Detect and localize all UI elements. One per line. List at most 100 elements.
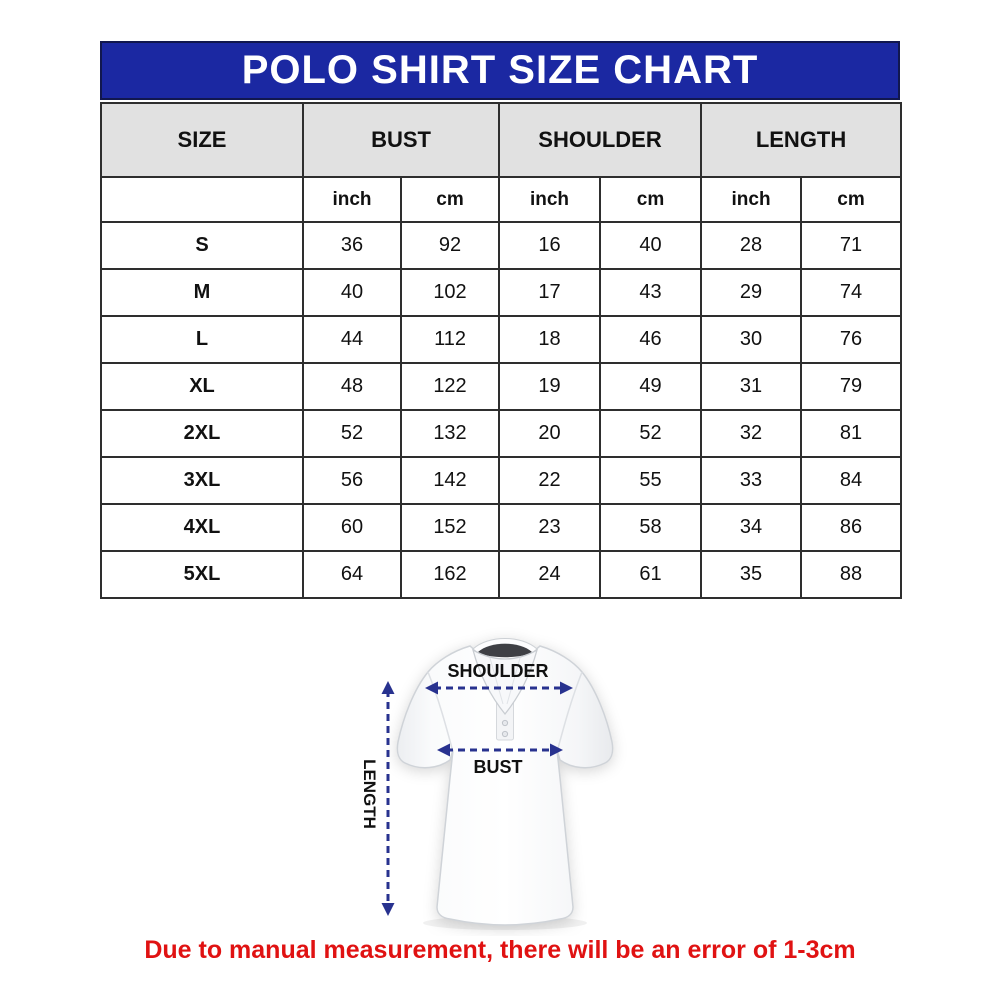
button-icon <box>501 719 509 727</box>
column-header-size: SIZE <box>100 102 304 178</box>
table-row: L 44 112 18 46 30 76 <box>100 315 903 364</box>
measurement-cell: 56 <box>302 456 402 505</box>
neck-opening <box>478 643 532 658</box>
measurement-cell: 22 <box>498 456 602 505</box>
unit-header-shoulder-inch: inch <box>498 176 602 223</box>
measurement-cell: 20 <box>498 409 602 458</box>
polo-shirt-diagram: SHOULDER BUST LENGTH <box>360 638 614 930</box>
measurement-cell: 17 <box>498 268 602 317</box>
measurement-cell: 52 <box>599 409 703 458</box>
bust-arrowhead-left <box>437 743 450 757</box>
measurement-error-note: Due to manual measurement, there will be… <box>144 936 856 964</box>
measurement-cell: 19 <box>498 362 602 411</box>
table-row: S 36 92 16 40 28 71 <box>100 221 903 270</box>
measurement-cell: 36 <box>302 221 402 270</box>
size-label: XL <box>100 362 304 411</box>
shoulder-arrowhead-right <box>560 681 573 695</box>
measurement-cell: 24 <box>498 550 602 599</box>
measurement-cell: 52 <box>302 409 402 458</box>
measurement-cell: 122 <box>399 362 501 411</box>
collar <box>471 648 539 716</box>
length-arrowhead-top <box>381 681 395 694</box>
measurement-cell: 43 <box>599 268 703 317</box>
measurement-cell: 61 <box>599 550 703 599</box>
chart-title: POLO SHIRT SIZE CHART <box>241 48 759 92</box>
measurement-cell: 92 <box>399 221 501 270</box>
measurement-cell: 35 <box>700 550 803 599</box>
measurement-cell: 76 <box>800 315 903 364</box>
unit-header-bust-inch: inch <box>302 176 402 223</box>
measurement-cell: 162 <box>399 550 501 599</box>
measurement-cell: 71 <box>800 221 903 270</box>
measurement-cell: 48 <box>302 362 402 411</box>
button-icon <box>501 730 509 738</box>
measurement-diagram: SHOULDER BUST LENGTH <box>340 626 670 936</box>
column-header-length: LENGTH <box>700 102 903 178</box>
measurement-cell: 16 <box>498 221 602 270</box>
measurement-cell: 112 <box>399 315 501 364</box>
column-group-row: SIZE BUST SHOULDER LENGTH <box>100 102 903 178</box>
measurement-cell: 86 <box>800 503 903 552</box>
measurement-cell: 44 <box>302 315 402 364</box>
measurement-cell: 64 <box>302 550 402 599</box>
measurement-cell: 18 <box>498 315 602 364</box>
column-header-shoulder: SHOULDER <box>498 102 703 178</box>
measurement-cell: 31 <box>700 362 803 411</box>
measurement-cell: 81 <box>800 409 903 458</box>
measurement-cell: 132 <box>399 409 501 458</box>
measurement-cell: 29 <box>700 268 803 317</box>
unit-header-length-cm: cm <box>800 176 903 223</box>
measurement-cell: 33 <box>700 456 803 505</box>
size-label: 5XL <box>100 550 304 599</box>
size-chart: POLO SHIRT SIZE CHART SIZE BUST SHOULDER… <box>100 41 903 599</box>
measurement-cell: 142 <box>399 456 501 505</box>
table-row: 3XL 56 142 22 55 33 84 <box>100 456 903 505</box>
chart-title-bar: POLO SHIRT SIZE CHART <box>100 41 900 100</box>
measurement-cell: 152 <box>399 503 501 552</box>
size-label: S <box>100 221 304 270</box>
measurement-cell: 40 <box>302 268 402 317</box>
measurement-cell: 23 <box>498 503 602 552</box>
right-sleeve-seam <box>556 671 583 753</box>
measurement-cell: 102 <box>399 268 501 317</box>
size-label: M <box>100 268 304 317</box>
bust-label: BUST <box>474 757 523 777</box>
bust-arrowhead-right <box>550 743 563 757</box>
table-row: 4XL 60 152 23 58 34 86 <box>100 503 903 552</box>
measurement-cell: 40 <box>599 221 703 270</box>
measurement-cell: 32 <box>700 409 803 458</box>
measurement-cell: 74 <box>800 268 903 317</box>
unit-header-bust-cm: cm <box>399 176 501 223</box>
measurement-arrows <box>381 681 573 916</box>
measurement-cell: 60 <box>302 503 402 552</box>
unit-header-row: inch cm inch cm inch cm <box>100 176 903 223</box>
size-label: L <box>100 315 304 364</box>
collar-fold-line <box>489 657 521 705</box>
measurement-cell: 34 <box>700 503 803 552</box>
measurement-cell: 79 <box>800 362 903 411</box>
unit-header-length-inch: inch <box>700 176 803 223</box>
size-table: SIZE BUST SHOULDER LENGTH inch cm inch c… <box>100 102 903 599</box>
polo-body <box>396 645 614 926</box>
length-label: LENGTH <box>360 759 379 829</box>
measurement-cell: 55 <box>599 456 703 505</box>
column-header-bust: BUST <box>301 102 501 178</box>
measurement-cell: 46 <box>599 315 703 364</box>
size-label: 2XL <box>100 409 304 458</box>
unit-spacer-cell <box>100 176 304 223</box>
polo-shirt-graphic <box>396 638 614 930</box>
unit-header-shoulder-cm: cm <box>599 176 703 223</box>
measurement-cell: 88 <box>800 550 903 599</box>
shoulder-arrowhead-left <box>425 681 438 695</box>
table-row: 2XL 52 132 20 52 32 81 <box>100 409 903 458</box>
measurement-cell: 28 <box>700 221 803 270</box>
measurement-cell: 49 <box>599 362 703 411</box>
size-label: 4XL <box>100 503 304 552</box>
size-label: 3XL <box>100 456 304 505</box>
table-row: 5XL 64 162 24 61 35 88 <box>100 550 903 599</box>
left-sleeve-seam <box>427 671 454 753</box>
table-row: M 40 102 17 43 29 74 <box>100 268 903 317</box>
measurement-cell: 58 <box>599 503 703 552</box>
size-table-body: S 36 92 16 40 28 71 M 40 102 17 43 29 74 L 44 112 18 46 30 7… <box>100 221 903 599</box>
